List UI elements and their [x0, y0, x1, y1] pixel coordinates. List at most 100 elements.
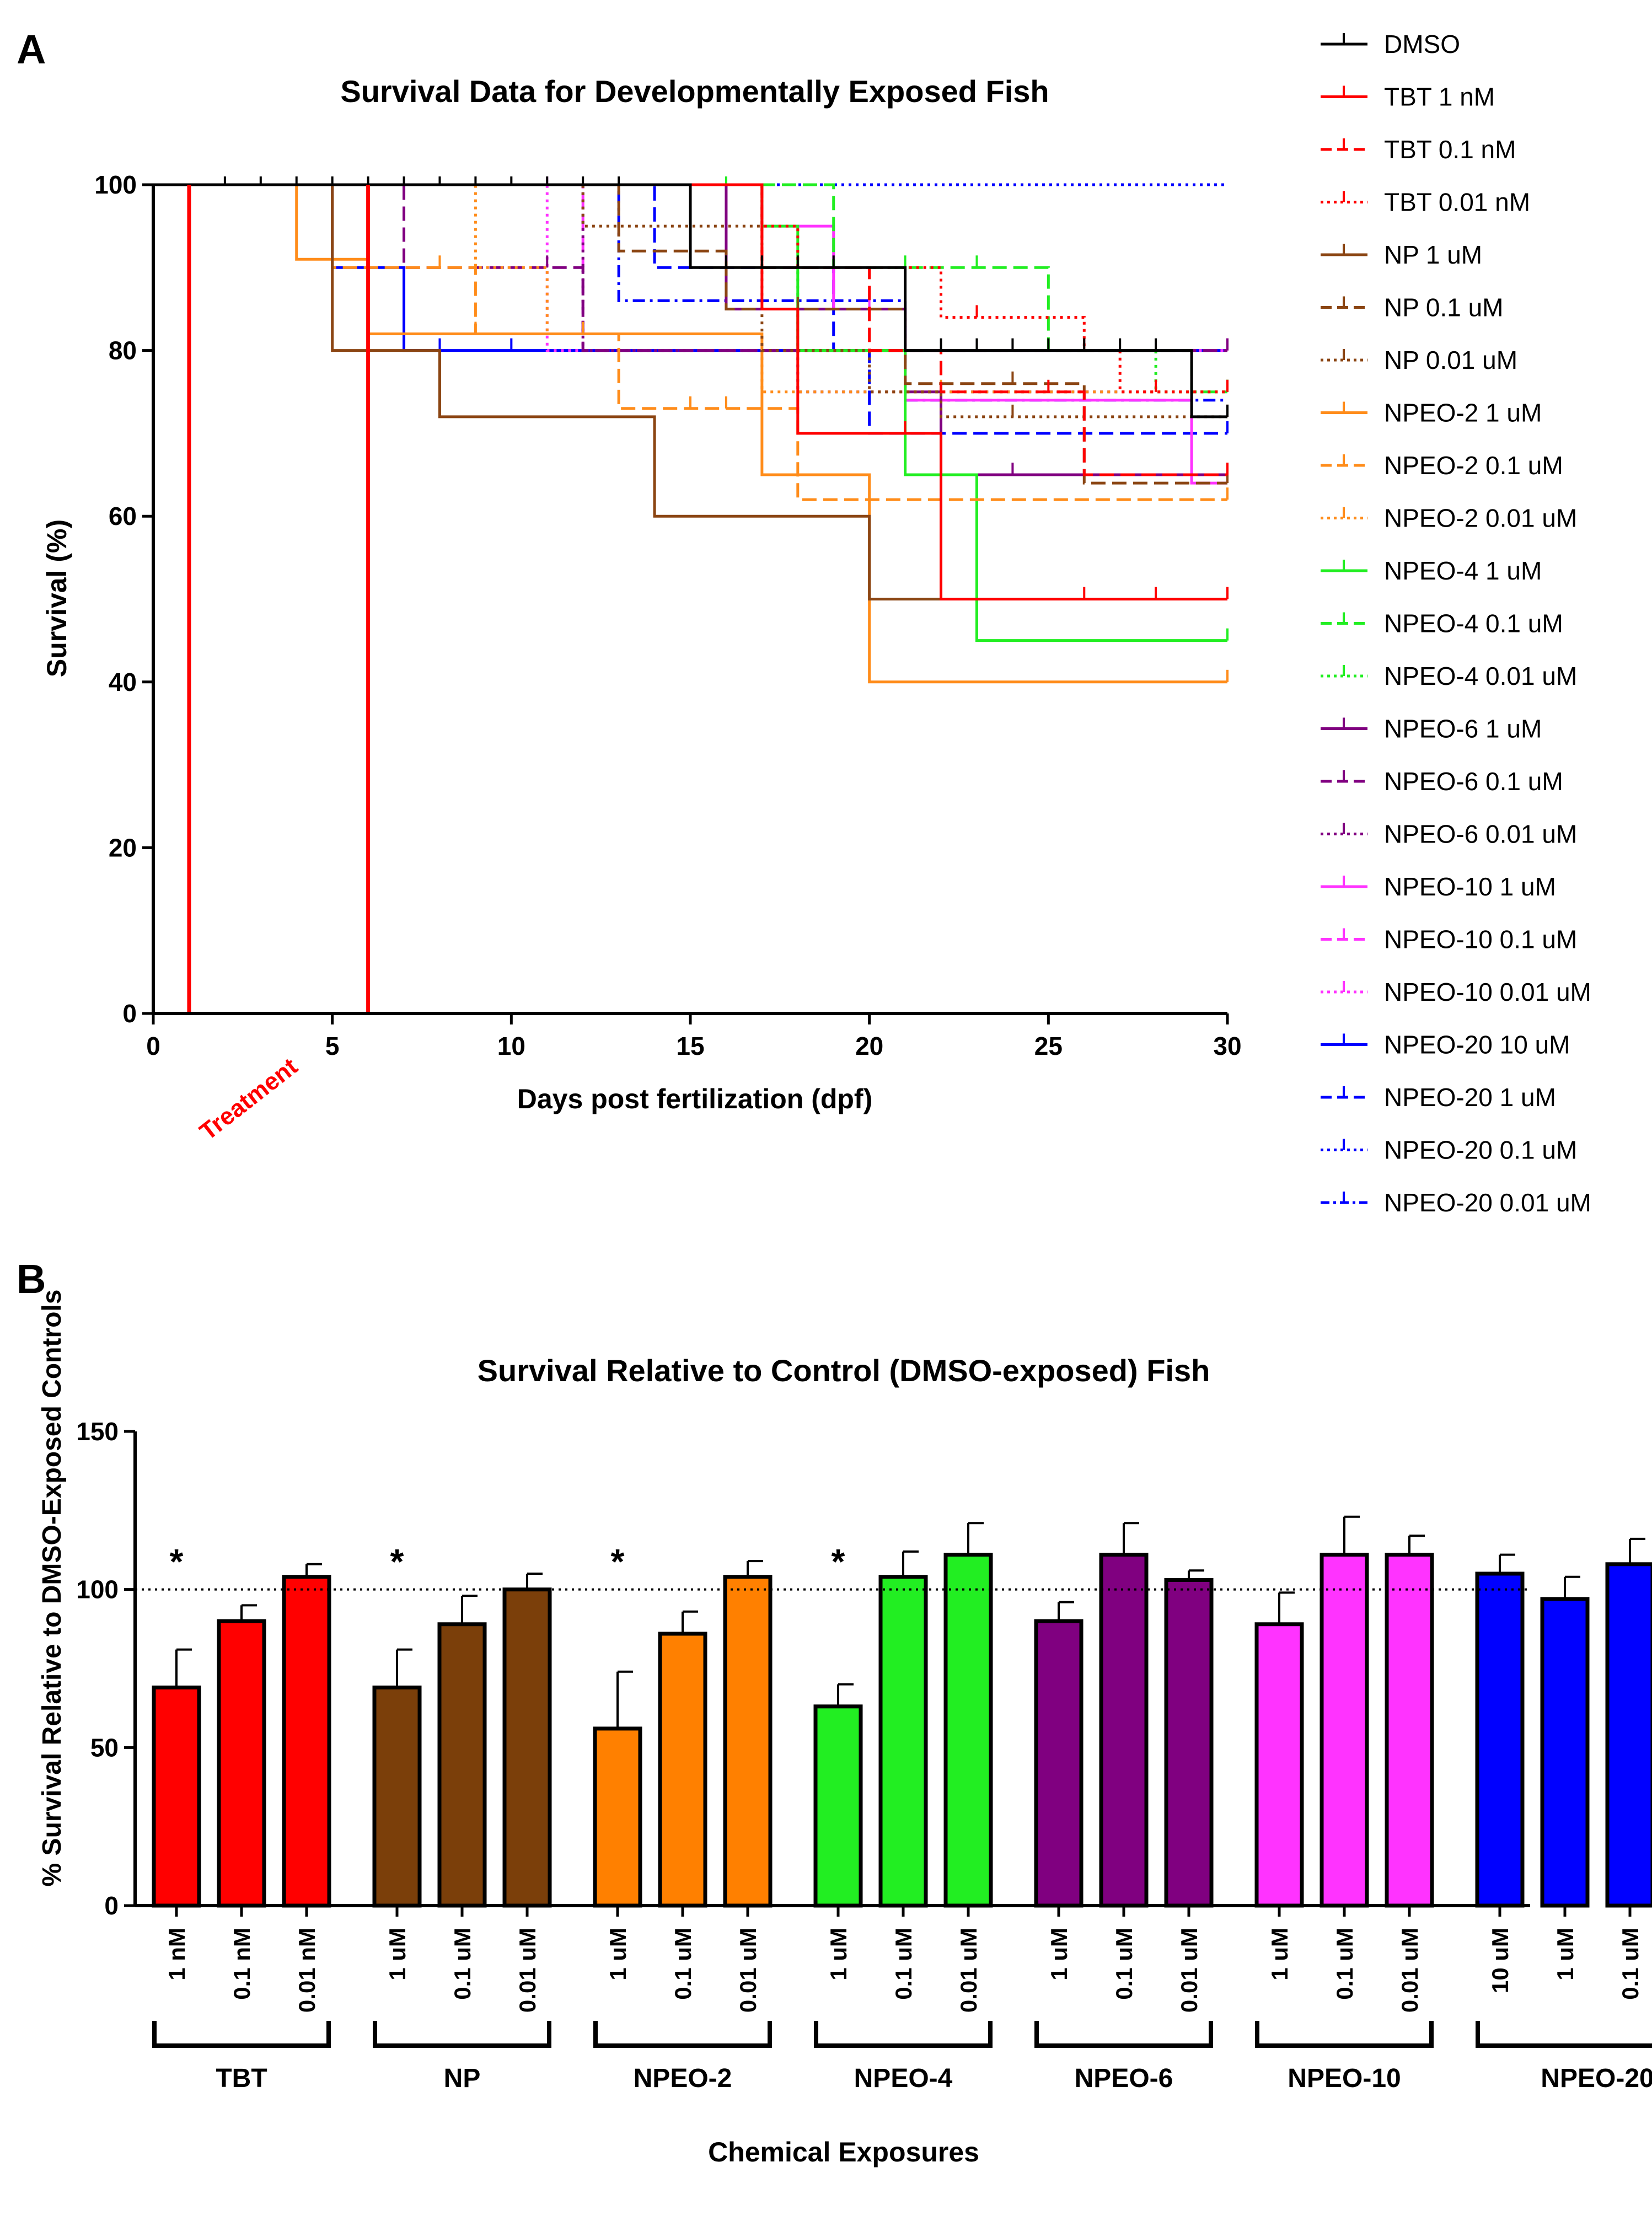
legend-label: NPEO-4 1 uM: [1384, 556, 1542, 585]
significance-star: *: [611, 1542, 625, 1581]
bar-npeo-4-0-1-um: [878, 1575, 928, 1908]
legend-item-npeo-6-1-um: NPEO-6 1 uM: [1321, 715, 1542, 743]
category-label: 0.01 uM: [514, 1928, 540, 2013]
panel-a-legend: DMSO TBT 1 nM TBT 0.1 nM TBT 0.01 nM NP 1 uM…: [1321, 30, 1591, 1217]
panel-b-xlabel: Chemical Exposures: [708, 2137, 979, 2168]
group-label-npeo-6: NPEO-6: [1075, 2064, 1173, 2093]
legend-label: NPEO-2 1 uM: [1384, 399, 1542, 427]
legend-label: NPEO-2 0.01 uM: [1384, 504, 1577, 533]
significance-star: *: [390, 1542, 404, 1581]
legend-label: NP 0.01 uM: [1384, 346, 1517, 374]
group-bracket: [152, 2021, 331, 2048]
legend-label: DMSO: [1384, 30, 1460, 58]
bar-npeo-2-1-um: [593, 1726, 642, 1908]
bar-npeo-6-0-01-um: [1164, 1578, 1214, 1908]
panel-a-ylabel: Survival (%): [41, 519, 72, 677]
series-line-npeo-2-1-um: [153, 183, 1227, 684]
category-label: 10 uM: [1487, 1928, 1513, 1993]
category-label: 0.1 uM: [449, 1928, 475, 2000]
bar-np-0-1-um: [437, 1622, 487, 1908]
y-tick-label: 0: [122, 999, 137, 1028]
group-label-npeo-4: NPEO-4: [854, 2064, 953, 2093]
legend-item-npeo-6-0-01-um: NPEO-6 0.01 uM: [1321, 820, 1577, 849]
bar-np-1-um: [372, 1685, 422, 1908]
bar-npeo-20-0-1-um: [1605, 1562, 1652, 1908]
legend-item-npeo-6-0-1-um: NPEO-6 0.1 uM: [1321, 767, 1563, 796]
category-label: 1 uM: [605, 1928, 631, 1981]
series-line-tbt-1-nm: [153, 183, 1227, 600]
bar-tbt-0-1-nm: [217, 1619, 266, 1908]
legend-label: NPEO-20 0.01 uM: [1384, 1188, 1591, 1217]
legend-label: NPEO-20 10 uM: [1384, 1031, 1570, 1059]
group-bracket: [814, 2021, 993, 2048]
y-tick-label: 100: [76, 1575, 119, 1604]
y-tick-label: 150: [76, 1417, 119, 1446]
legend-item-npeo-20-1-um: NPEO-20 1 uM: [1321, 1083, 1556, 1112]
y-tick-label: 60: [109, 502, 137, 530]
category-label: 1 nM: [164, 1928, 190, 1981]
legend-label: TBT 0.1 nM: [1384, 135, 1516, 164]
category-label: 0.01 uM: [735, 1928, 761, 2013]
x-tick-label: 20: [855, 1032, 883, 1060]
category-label: 0.1 uM: [1111, 1928, 1137, 2000]
bar-group-np: * NP: [372, 1542, 552, 2093]
legend-label: NPEO-4 0.01 uM: [1384, 662, 1577, 690]
series-npeo-2-1-um: [153, 183, 1229, 684]
legend-label: TBT 0.01 nM: [1384, 188, 1530, 217]
treatment-label: Treatment: [195, 1053, 303, 1145]
panel-a-lines: [153, 176, 1229, 684]
legend-item-tbt-1-nm: TBT 1 nM: [1321, 83, 1495, 111]
category-label: 0.1 uM: [891, 1928, 916, 2000]
y-tick-label: 40: [109, 668, 137, 696]
bar-npeo-20-1-um: [1540, 1597, 1590, 1908]
legend-item-np-0-01-um: NP 0.01 uM: [1321, 346, 1517, 374]
legend-label: NPEO-6 0.01 uM: [1384, 820, 1577, 849]
category-label: 0.01 uM: [1176, 1928, 1202, 2013]
category-label: 0.1 nM: [229, 1928, 255, 2000]
y-tick-label: 100: [94, 170, 137, 199]
bar-npeo-6-0-1-um: [1099, 1553, 1149, 1908]
bar-npeo-10-0-01-um: [1385, 1553, 1434, 1908]
group-label-tbt: TBT: [216, 2064, 267, 2093]
bar-group-npeo-2: * NPEO-2: [593, 1542, 773, 2093]
legend-item-npeo-2-0-1-um: NPEO-2 0.1 uM: [1321, 451, 1563, 480]
group-bracket: [373, 2021, 551, 2048]
legend-label: NPEO-6 0.1 uM: [1384, 767, 1563, 796]
bar-npeo-10-1-um: [1254, 1622, 1304, 1908]
significance-star: *: [832, 1542, 845, 1581]
bar-group-npeo-6: NPEO-6: [1034, 1522, 1214, 2093]
significance-star: *: [170, 1542, 184, 1581]
x-tick-label: 5: [325, 1032, 340, 1060]
legend-item-npeo-2-1-um: NPEO-2 1 uM: [1321, 399, 1542, 427]
legend-item-npeo-4-1-um: NPEO-4 1 uM: [1321, 556, 1542, 585]
group-bracket: [593, 2021, 772, 2048]
bar-tbt-1-nm: [152, 1685, 201, 1908]
panel-a: A Survival Data for Developmentally Expo…: [17, 26, 1591, 1217]
legend-item-npeo-10-1-um: NPEO-10 1 uM: [1321, 872, 1556, 901]
legend-label: NPEO-20 1 uM: [1384, 1083, 1556, 1112]
legend-label: NPEO-2 0.1 uM: [1384, 451, 1563, 480]
y-tick-label: 50: [90, 1733, 119, 1762]
bar-group-npeo-10: NPEO-10: [1254, 1515, 1434, 2093]
bar-npeo-6-1-um: [1034, 1619, 1084, 1908]
panel-a-axes: 0 20 40 60 80 100 0 5 10 15 20 25 30: [94, 170, 1241, 1060]
bar-np-0-01-um: [502, 1587, 552, 1908]
legend-item-npeo-4-0-1-um: NPEO-4 0.1 uM: [1321, 609, 1563, 638]
panel-b-ylabel: % Survival Relative to DMSO-Exposed Cont…: [37, 1290, 67, 1887]
category-label: 1 uM: [1552, 1928, 1578, 1981]
bar-tbt-0-01-nm: [282, 1575, 331, 1908]
x-tick-label: 15: [676, 1032, 704, 1060]
category-label: 0.1 uM: [670, 1928, 696, 2000]
legend-label: NPEO-20 0.1 uM: [1384, 1136, 1577, 1165]
category-label: 1 uM: [825, 1928, 851, 1981]
y-tick-label: 80: [109, 336, 137, 365]
group-label-npeo-10: NPEO-10: [1288, 2064, 1401, 2093]
panel-a-xlabel: Days post fertilization (dpf): [517, 1083, 872, 1114]
group-label-npeo-2: NPEO-2: [634, 2064, 732, 2093]
legend-item-npeo-4-0-01-um: NPEO-4 0.01 uM: [1321, 662, 1577, 690]
legend-label: NPEO-4 0.1 uM: [1384, 609, 1563, 638]
panel-b-title: Survival Relative to Control (DMSO-expos…: [478, 1353, 1210, 1388]
legend-label: NPEO-10 0.01 uM: [1384, 978, 1591, 1006]
legend-label: NPEO-10 1 uM: [1384, 872, 1556, 901]
